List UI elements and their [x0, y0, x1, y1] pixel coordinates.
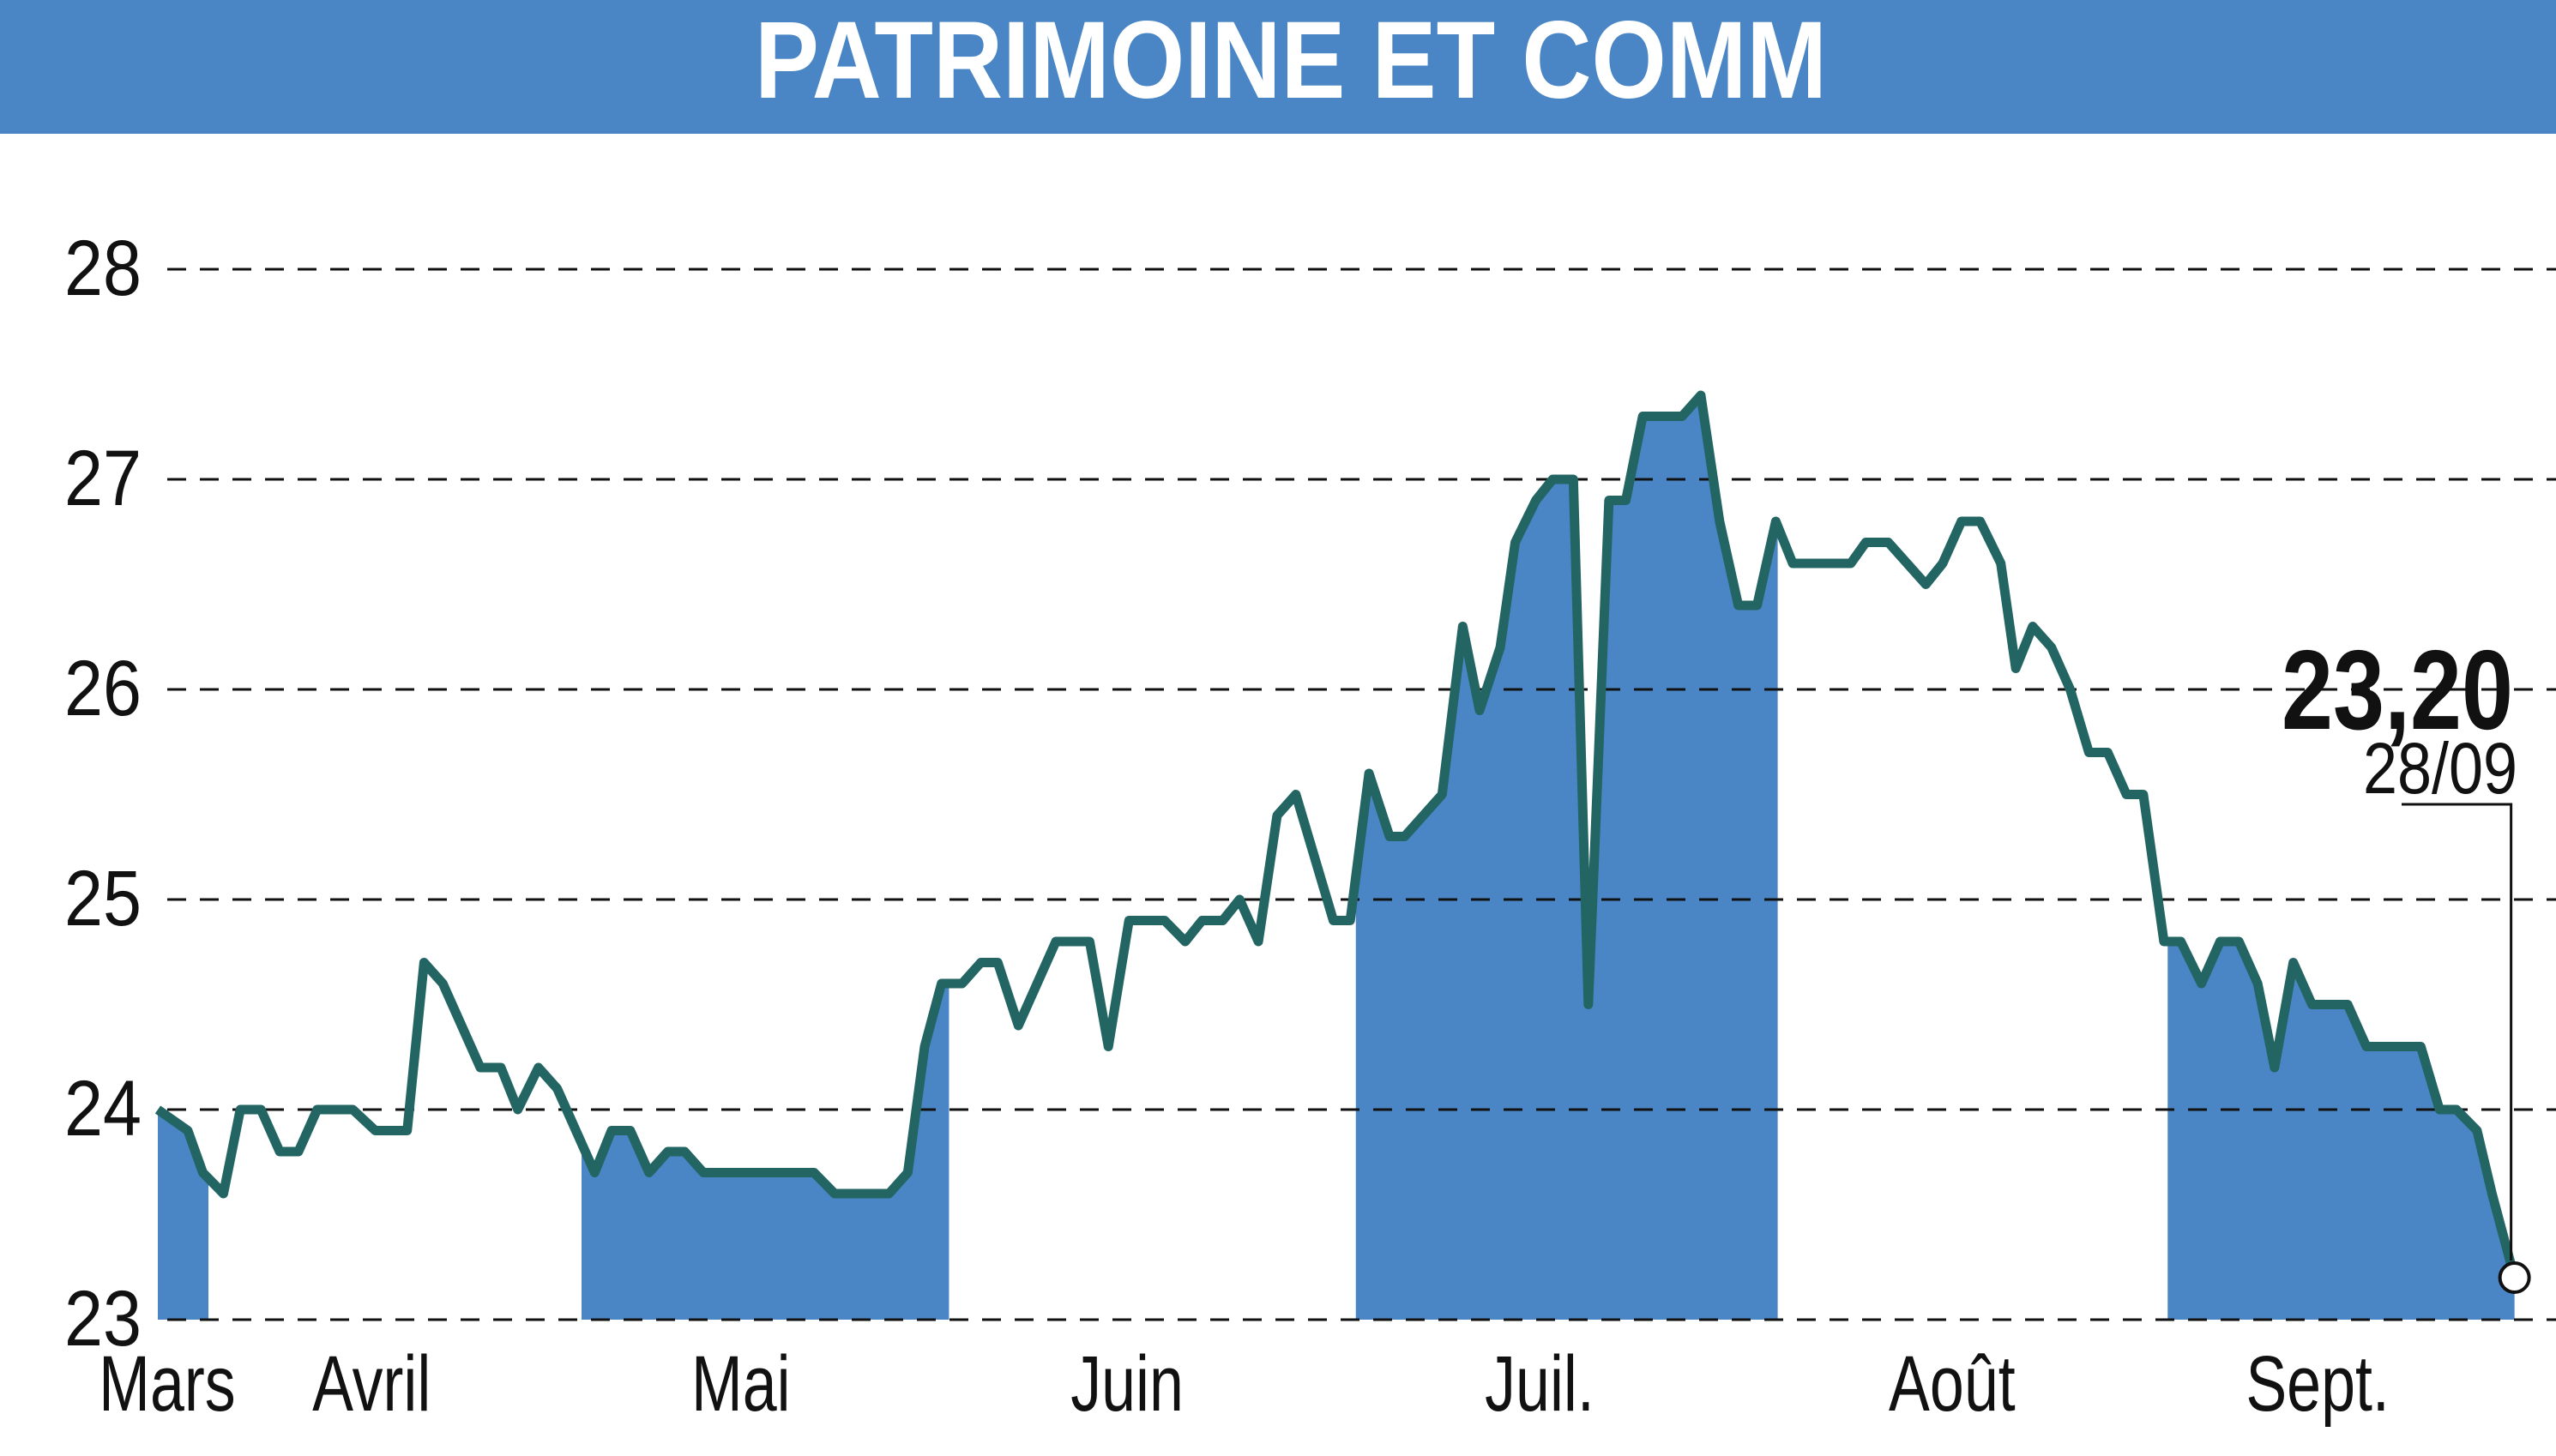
last-point — [2498, 1261, 2531, 1294]
x-tick-label: Avril — [312, 1339, 431, 1428]
y-tick-label: 28 — [64, 225, 142, 312]
chart-title: PATRIMOINE ET COMM — [755, 0, 1827, 122]
y-tick-label: 27 — [64, 435, 142, 522]
x-tick-label: Juil. — [1485, 1339, 1594, 1428]
x-tick-label: Sept. — [2246, 1339, 2390, 1428]
y-tick-label: 24 — [64, 1065, 142, 1152]
price-line — [154, 390, 2519, 1279]
y-tick-label: 23 — [64, 1275, 142, 1363]
y-tick-label: 26 — [64, 645, 142, 732]
header-bar — [0, 0, 2556, 134]
y-tick-label: 25 — [64, 855, 142, 942]
x-tick-label: Mars — [99, 1339, 235, 1428]
x-tick-label: Mai — [691, 1339, 791, 1428]
x-tick-label: Août — [1889, 1339, 2016, 1428]
callout-line — [2402, 803, 2513, 1260]
month-band-area — [158, 395, 2515, 1320]
x-tick-label: Juin — [1070, 1339, 1184, 1428]
last-date-label: 28/09 — [2363, 728, 2517, 809]
last-value-label: 23,20 — [2282, 627, 2513, 753]
